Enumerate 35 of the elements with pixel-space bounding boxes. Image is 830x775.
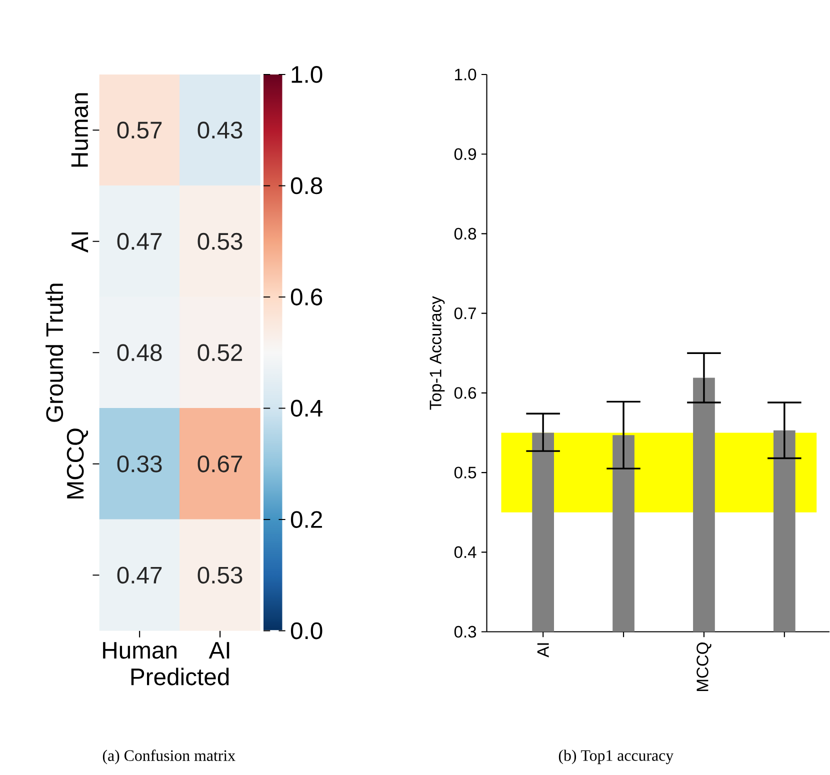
color-bar-label: 0.2 [290,511,322,528]
x-tick-label: MCCQ [696,642,712,692]
color-bar-label: 0.6 [290,288,322,306]
y-tick-label: 0.8 [454,228,476,240]
data-label: 0.47 [117,233,162,250]
y-tick-label: 0.5 [454,466,476,479]
data-label: 0.47 [117,566,162,584]
color-bar-label: 0.8 [290,177,322,194]
data-label: 0.48 [117,344,162,362]
data-label: 0.53 [198,233,242,250]
y-tick-label: 0.3 [454,626,476,638]
y-tick-label: 0.6 [454,387,476,399]
text: (b) Top1 accuracy [558,750,674,764]
data-label: 0.53 [198,566,242,584]
color-bar-label: 0.4 [290,400,322,417]
x-tick-label: AI [537,643,549,658]
x-tick-label: Human [103,642,176,659]
y-tick-label: 0.7 [454,308,476,320]
data-label: 0.52 [198,344,242,362]
y-tick-label: 1.0 [455,68,476,80]
color-bar-label: 0.0 [290,622,322,640]
x-tick-label: AI [208,642,230,659]
data-label: 0.43 [198,122,242,139]
color-bar-label: 1.0 [292,66,322,84]
y-tick-label: Human [71,93,88,167]
text: (a) Confusion matrix [102,750,236,764]
y-tick-label: 0.9 [454,148,476,160]
y-axis-title: Top-1 Accuracy [430,296,445,410]
data-label: 0.57 [117,122,162,139]
y-tick-label: AI [72,232,88,253]
y-tick-label: MCCQ [66,428,88,498]
x-axis-title: Predicted [131,668,229,686]
data-label: 0.33 [117,456,162,472]
y-tick-label: 0.4 [454,546,476,558]
y-axis-title: Ground Truth [46,284,64,422]
